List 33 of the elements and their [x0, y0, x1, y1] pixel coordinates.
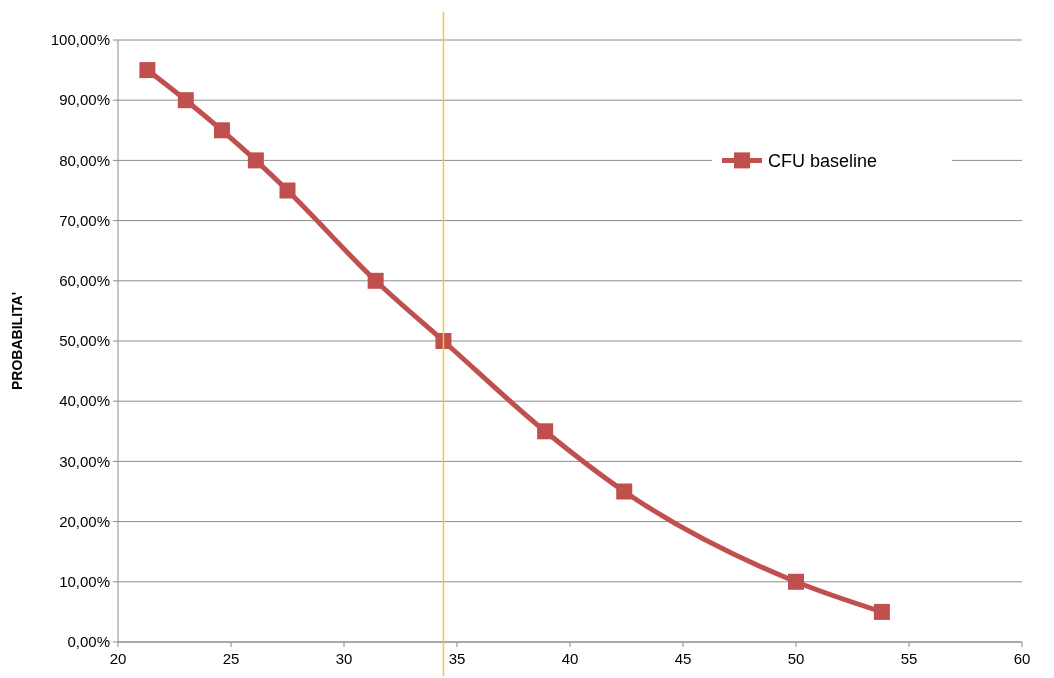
x-tick-label: 40 — [561, 650, 579, 667]
point — [177, 92, 194, 109]
y-axis-title: PROBABILITA' — [9, 292, 25, 390]
y-tick-label: 80,00% — [59, 151, 110, 169]
point — [537, 423, 554, 440]
x-tick-label: 20 — [109, 650, 127, 667]
point — [873, 603, 890, 620]
x-tick-label: 60 — [1013, 650, 1031, 667]
point — [367, 272, 384, 289]
point — [247, 152, 264, 169]
x-tick-label: 45 — [674, 650, 692, 667]
legend-label: CFU baseline — [768, 150, 878, 171]
y-tick-label: 100,00% — [50, 31, 110, 49]
y-tick-label: 40,00% — [59, 392, 110, 410]
y-tick-label: 70,00% — [59, 211, 110, 229]
point — [139, 62, 156, 79]
y-tick-label: 10,00% — [59, 573, 110, 591]
x-tick-label: 50 — [787, 650, 805, 667]
x-tick-label: 30 — [335, 650, 353, 667]
y-tick-label: 50,00% — [59, 332, 110, 350]
x-tick-label: 35 — [448, 650, 466, 667]
point — [279, 182, 296, 199]
y-tick-label: 30,00% — [59, 452, 110, 470]
point — [788, 573, 804, 590]
point — [616, 483, 633, 500]
point — [213, 122, 230, 139]
y-tick-label: 0,00% — [67, 633, 110, 651]
y-tick-label: 20,00% — [59, 512, 110, 530]
y-tick-label: 60,00% — [59, 272, 110, 290]
x-tick-label: 55 — [900, 650, 918, 667]
x-tick-label: 25 — [222, 650, 240, 667]
y-tick-label: 90,00% — [59, 91, 110, 109]
point — [435, 333, 452, 349]
